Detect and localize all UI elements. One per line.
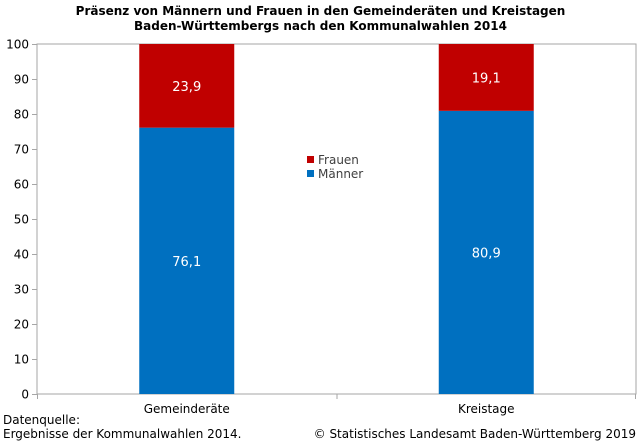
y-tick-label: 60 — [14, 178, 29, 192]
bar-männer — [438, 110, 534, 394]
copyright: © Statistisches Landesamt Baden-Württemb… — [313, 427, 636, 441]
legend-swatch-frauen — [307, 156, 314, 163]
data-source-text: Ergebnisse der Kommunalwahlen 2014. — [3, 427, 242, 441]
x-tick-label: Gemeinderäte — [144, 402, 230, 416]
plot-area — [36, 43, 637, 395]
bar-frauen — [139, 44, 235, 128]
y-tick-label: 70 — [14, 143, 29, 157]
chart-title-line1: Präsenz von Männern und Frauen in den Ge… — [75, 4, 566, 18]
chart-title-line2: Baden-Württembergs nach den Kommunalwahl… — [134, 19, 507, 33]
legend-swatch-männer — [307, 170, 314, 177]
bar-frauen — [438, 44, 534, 111]
data-label: 80,9 — [472, 246, 501, 261]
y-tick-label: 0 — [21, 388, 29, 402]
data-source-label: Datenquelle: — [3, 413, 80, 427]
data-label: 23,9 — [172, 80, 201, 95]
y-tick-label: 80 — [14, 108, 29, 122]
x-tick-label: Kreistage — [458, 402, 515, 416]
data-label: 76,1 — [172, 255, 201, 270]
legend-label-frauen: Frauen — [318, 153, 359, 167]
data-source: Datenquelle: Ergebnisse der Kommunalwahl… — [3, 413, 241, 441]
y-tick-label: 40 — [14, 248, 29, 262]
chart-title: Präsenz von Männern und Frauen in den Ge… — [0, 4, 641, 34]
y-tick-label: 30 — [14, 283, 29, 297]
data-label: 19,1 — [472, 71, 501, 86]
bar-männer — [139, 127, 235, 395]
y-tick-label: 50 — [14, 213, 29, 227]
y-tick-label: 90 — [14, 73, 29, 87]
legend-label-männer: Männer — [318, 167, 363, 181]
y-tick-label: 100 — [6, 38, 29, 52]
y-tick-label: 20 — [14, 318, 29, 332]
y-tick-label: 10 — [14, 353, 29, 367]
